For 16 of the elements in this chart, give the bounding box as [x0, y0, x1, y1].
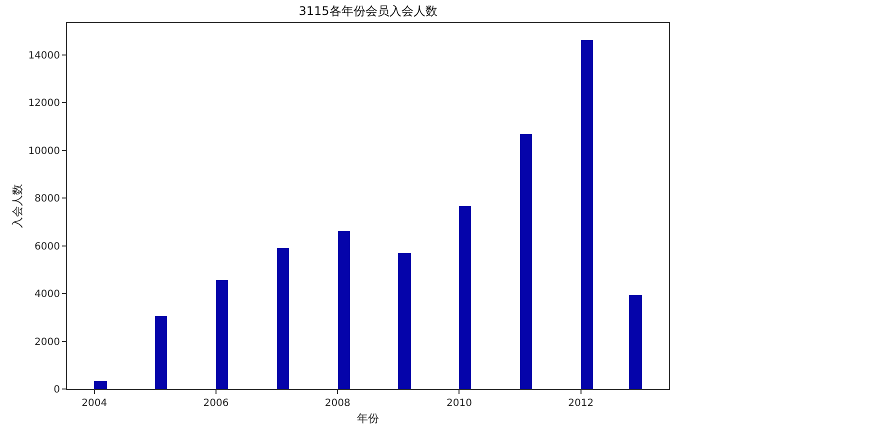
x-tick-label: 2010 [446, 398, 472, 409]
y-tick-label: 0 [54, 384, 60, 396]
y-tick-label: 8000 [34, 194, 60, 204]
x-tick-label: 2006 [203, 398, 229, 409]
y-tick-label: 2000 [34, 336, 60, 348]
y-tick-label: 4000 [34, 289, 60, 300]
x-tick-label: 2008 [324, 398, 350, 409]
y-tick-label: 12000 [28, 98, 60, 109]
y-tick-label: 14000 [28, 50, 60, 62]
x-axis-title: 年份 [357, 412, 379, 426]
x-tick-label: 2012 [568, 398, 594, 409]
y-tick-label: 6000 [34, 241, 60, 252]
x-tick-label: 2004 [82, 398, 108, 409]
y-axis-title: 入会人数 [10, 184, 24, 228]
chart-title: 3115各年份会员入会人数 [298, 4, 438, 18]
y-tick-label: 10000 [28, 146, 60, 157]
